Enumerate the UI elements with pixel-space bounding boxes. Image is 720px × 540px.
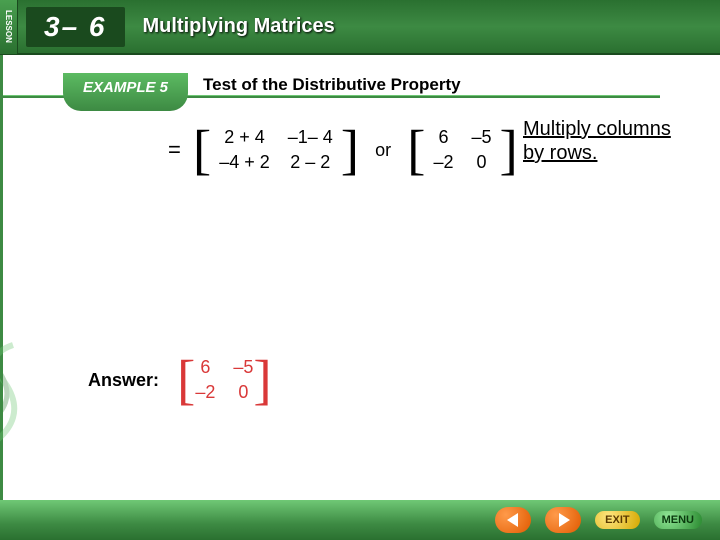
footer-nav: EXIT MENU — [0, 500, 720, 540]
ans-r1c1: 6 — [195, 357, 215, 378]
answer-row: Answer: [ 6 –5 –2 0 ] — [88, 355, 272, 405]
explain-text: Multiply columns by rows. — [523, 117, 683, 165]
lesson-header: LESSON 3– 6 Multiplying Matrices — [0, 0, 720, 55]
equals-sign: = — [168, 137, 181, 163]
decorative-swirl-icon — [0, 340, 53, 460]
m2-r1c1: 6 — [433, 127, 453, 148]
example-label-text: EXAMPLE 5 — [83, 79, 168, 96]
example-title: Test of the Distributive Property — [203, 75, 461, 95]
exit-button[interactable]: EXIT — [595, 511, 639, 529]
left-bracket-1: [ — [193, 125, 211, 175]
ans-r2c1: –2 — [195, 382, 215, 403]
lesson-tab: LESSON — [0, 0, 18, 54]
answer-matrix: [ 6 –5 –2 0 ] — [177, 355, 272, 405]
answer-label: Answer: — [88, 370, 159, 391]
equation-row: = [ 2 + 4 –1– 4 –4 + 2 2 – 2 ] or [ 6 –5… — [168, 125, 518, 175]
or-text: or — [375, 140, 391, 161]
m1-r1c1: 2 + 4 — [219, 127, 270, 148]
answer-matrix-body: 6 –5 –2 0 — [195, 357, 253, 403]
menu-button[interactable]: MENU — [654, 511, 702, 529]
right-bracket-1: ] — [341, 125, 359, 175]
forward-button[interactable] — [545, 507, 581, 533]
ans-left-bracket: [ — [177, 355, 195, 405]
example-label: EXAMPLE 5 — [63, 73, 188, 111]
arrow-left-icon — [507, 513, 518, 527]
left-bracket-2: [ — [407, 125, 425, 175]
m1-r2c2: 2 – 2 — [288, 152, 333, 173]
right-bracket-2: ] — [500, 125, 518, 175]
m1-r1c2: –1– 4 — [288, 127, 333, 148]
content-area: EXAMPLE 5 Test of the Distributive Prope… — [0, 55, 720, 500]
ans-r2c2: 0 — [233, 382, 253, 403]
ans-r1c2: –5 — [233, 357, 253, 378]
matrix-1: 2 + 4 –1– 4 –4 + 2 2 – 2 — [219, 127, 333, 173]
m2-r2c1: –2 — [433, 152, 453, 173]
m2-r2c2: 0 — [471, 152, 491, 173]
ans-right-bracket: ] — [253, 355, 271, 405]
arrow-right-icon — [559, 513, 570, 527]
back-button[interactable] — [495, 507, 531, 533]
m1-r2c1: –4 + 2 — [219, 152, 270, 173]
m2-r1c2: –5 — [471, 127, 491, 148]
lesson-number: 3– 6 — [26, 7, 125, 47]
lesson-title: Multiplying Matrices — [143, 15, 335, 38]
matrix-2: 6 –5 –2 0 — [433, 127, 491, 173]
